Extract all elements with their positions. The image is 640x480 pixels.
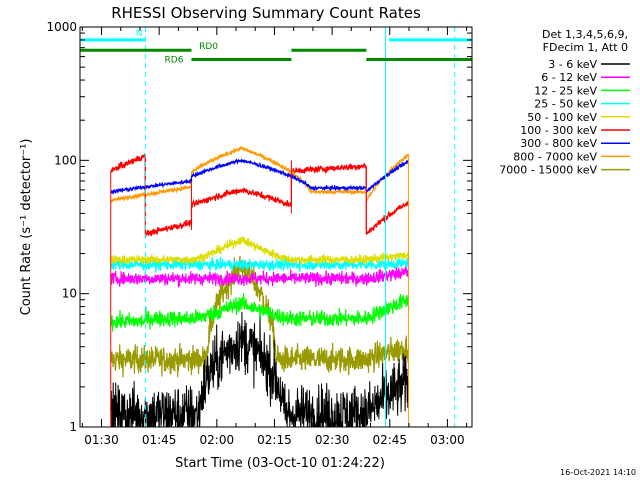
x-tick-label: 02:45	[372, 433, 407, 447]
legend-entry-label: 12 - 25 keV	[534, 84, 597, 97]
y-axis-label: Count Rate (s⁻¹ detector⁻¹)	[19, 139, 34, 316]
x-axis-label: Start Time (03-Oct-10 01:24:22)	[175, 456, 385, 471]
y-tick-label: 10	[62, 287, 77, 301]
legend-entry-label: 100 - 300 keV	[520, 124, 597, 137]
flag-label-rd6: RD6	[165, 56, 184, 66]
legend-entry-label: 300 - 800 keV	[520, 137, 597, 150]
x-tick-label: 03:00	[430, 433, 465, 447]
legend-entry-label: 800 - 7000 keV	[513, 150, 597, 163]
axes-layer: 1 10 100 1000 01:30 01:45 02:00 02:15 02:30 02:45…	[46, 20, 472, 447]
series-line-1	[110, 311, 409, 428]
flag-label-n: N	[136, 29, 143, 39]
legend-entry-label: 6 - 12 keV	[541, 71, 597, 84]
x-tick-label: 02:30	[315, 433, 350, 447]
legend-entry-label: 25 - 50 keV	[534, 98, 597, 111]
legend-entry-label: 3 - 6 keV	[548, 58, 597, 71]
series-line-3	[110, 292, 409, 332]
plot-frame	[79, 26, 473, 428]
series-line-9	[110, 255, 409, 378]
series-line-2	[110, 266, 409, 288]
chart-title: RHESSI Observing Summary Count Rates	[111, 4, 421, 22]
series-line-7	[110, 158, 409, 195]
legend-entry-label: 50 - 100 keV	[527, 111, 597, 124]
series-line-5	[110, 236, 409, 266]
flag-label-rd0: RD0	[199, 42, 218, 52]
x-tick-label: 02:00	[200, 433, 235, 447]
legend-header-line: FDecim 1, Att 0	[543, 41, 628, 54]
y-tick-label: 100	[54, 153, 77, 167]
legend-header-line: Det 1,3,4,5,6,9,	[542, 28, 628, 41]
plot-data-layer: N RD0 RD6	[79, 27, 472, 428]
legend: Det 1,3,4,5,6,9,FDecim 1, Att 0 3 - 6 keV…	[499, 28, 630, 177]
y-tick-label: 1000	[46, 20, 77, 34]
date-stamp: 16-Oct-2021 14:10	[560, 468, 636, 477]
x-tick-label: 01:45	[142, 433, 177, 447]
series-line-6	[110, 152, 409, 238]
y-tick-label: 1	[69, 420, 77, 434]
x-tick-label: 01:30	[84, 433, 119, 447]
series-line-8	[110, 145, 409, 204]
legend-entry-label: 7000 - 15000 keV	[499, 164, 597, 177]
x-tick-label: 02:15	[257, 433, 292, 447]
